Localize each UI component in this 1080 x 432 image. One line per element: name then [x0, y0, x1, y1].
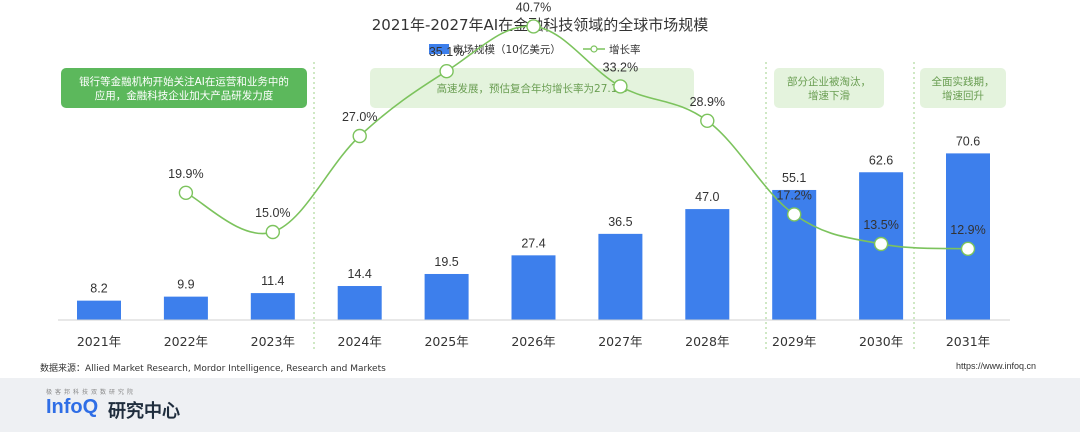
- bar-value-label: 14.4: [348, 267, 372, 281]
- x-tick-label: 2028年: [685, 334, 729, 349]
- x-tick-label: 2029年: [772, 334, 816, 349]
- x-tick-label: 2021年: [77, 334, 121, 349]
- bar-value-label: 9.9: [177, 278, 194, 292]
- growth-label: 13.5%: [863, 218, 898, 232]
- legend-bar-swatch: [429, 44, 449, 54]
- bar-series: 8.2 9.9 11.4 14.4 19.5 27.4 36.5 47.0 55.1 62.6 70…: [77, 134, 990, 320]
- growth-label: 12.9%: [950, 223, 985, 237]
- bar: [598, 233, 643, 320]
- bar-value-label: 27.4: [521, 236, 545, 250]
- source-note: 数据来源：Allied Market Research, Mordor Inte…: [40, 364, 386, 374]
- growth-point: [873, 236, 889, 252]
- line-series: 19.9% 15.0% 27.0% 35.1% 40.7% 33.2% 28.9% 17.2%…: [168, 0, 986, 257]
- bar-value-label: 11.4: [261, 274, 284, 288]
- x-tick-label: 2026年: [511, 334, 555, 349]
- growth-point: [352, 128, 367, 144]
- annotation-text: 应用，金融科技企业加大产品研发力度: [95, 89, 274, 102]
- legend-line-marker: [590, 45, 598, 53]
- bar: [250, 293, 295, 320]
- bar: [946, 153, 990, 320]
- annotation-text: 增速下滑: [808, 89, 850, 102]
- growth-point: [700, 113, 715, 129]
- annotation-box: [61, 68, 307, 108]
- x-tick-label: 2030年: [859, 334, 903, 349]
- bar-value-label: 19.5: [434, 255, 458, 269]
- growth-line: [185, 25, 969, 250]
- x-axis: 2021年 2022年 2023年 2024年 2025年 2026年 2027年 2028年…: [58, 319, 1010, 349]
- annotation-text: 全面实践期，: [932, 75, 995, 88]
- growth-label: 27.0%: [342, 110, 377, 124]
- bar: [511, 255, 556, 320]
- bar-value-label: 70.6: [956, 134, 980, 148]
- bar: [337, 286, 382, 320]
- growth-label: 28.9%: [690, 95, 725, 109]
- bar: [685, 209, 730, 320]
- legend-line-label: 增长率: [609, 43, 641, 56]
- growth-point: [526, 19, 541, 34]
- bar-value-label: 8.2: [90, 282, 107, 296]
- growth-label: 35.1%: [429, 45, 464, 59]
- source-url: https://www.infoq.cn: [955, 361, 1036, 371]
- legend-bar-label: 市场规模（10亿美元）: [453, 43, 561, 56]
- x-tick-label: 2031年: [946, 334, 990, 349]
- bar: [77, 300, 121, 320]
- annotation-box: [920, 68, 1006, 108]
- bar: [424, 273, 469, 320]
- annotation-text: 部分企业被淘汰，: [787, 75, 871, 88]
- growth-point: [439, 63, 454, 79]
- x-tick-label: 2022年: [164, 334, 208, 349]
- growth-point: [265, 224, 280, 240]
- brand-tagline: 极客邦科技双数研究院: [46, 389, 137, 396]
- brand-subtitle: 研究中心: [108, 401, 180, 422]
- growth-label: 40.7%: [516, 0, 551, 14]
- chart-legend: 市场规模（10亿美元） 增长率: [429, 43, 641, 56]
- growth-point: [613, 79, 628, 94]
- bar-value-label: 55.1: [782, 171, 806, 185]
- brand-logo: InfoQ: [46, 396, 99, 418]
- growth-label: 17.2%: [776, 188, 811, 202]
- growth-point: [178, 185, 194, 201]
- x-tick-label: 2023年: [251, 334, 295, 349]
- bar-value-label: 62.6: [869, 153, 893, 167]
- annotation-box: [774, 68, 884, 108]
- growth-label: 33.2%: [603, 60, 638, 74]
- bar-value-label: 47.0: [695, 190, 719, 204]
- bar: [163, 296, 208, 320]
- growth-point: [960, 241, 976, 257]
- x-tick-label: 2027年: [598, 334, 642, 349]
- annotation-text: 增速回升: [942, 89, 984, 102]
- annotation-text: 高速发展，预估复合年均增长率为27.1%: [437, 82, 628, 95]
- annotation-text: 银行等金融机构开始关注AI在运营和业务中的: [79, 75, 289, 88]
- bar-value-label: 36.5: [608, 215, 632, 229]
- growth-point: [787, 207, 802, 222]
- annotation-box: [370, 68, 694, 108]
- x-tick-label: 2025年: [424, 334, 468, 349]
- growth-label: 15.0%: [255, 206, 290, 220]
- growth-label: 19.9%: [168, 167, 203, 181]
- footer-band: [0, 378, 1080, 432]
- x-tick-label: 2024年: [338, 334, 382, 349]
